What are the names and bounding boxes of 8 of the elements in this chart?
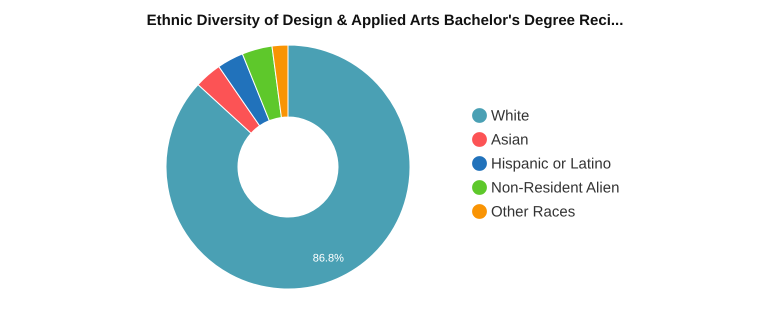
data-label: 86.8% bbox=[312, 252, 344, 265]
legend-label: Non-Resident Alien bbox=[491, 180, 620, 196]
legend-label: White bbox=[491, 108, 530, 124]
legend-label: Other Races bbox=[491, 204, 576, 220]
legend-label: Asian bbox=[491, 132, 529, 148]
chart-title: Ethnic Diversity of Design & Applied Arts Bachelor's Degree Reci... bbox=[146, 12, 624, 29]
donut-slice bbox=[166, 44, 410, 290]
legend-label: Hispanic or Latino bbox=[491, 156, 612, 172]
